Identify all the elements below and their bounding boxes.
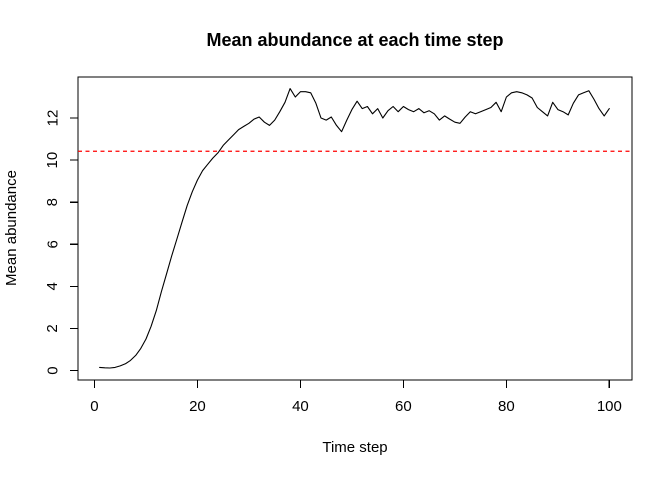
x-tick-label: 0 xyxy=(90,398,98,415)
x-tick-label: 80 xyxy=(498,398,515,415)
y-tick-label: 12 xyxy=(44,110,61,127)
plot-box xyxy=(77,76,633,381)
y-tick-label: 0 xyxy=(44,366,61,374)
x-tick-label: 20 xyxy=(189,398,206,415)
y-tick-label: 4 xyxy=(44,282,61,290)
y-tick-label: 2 xyxy=(44,324,61,332)
chart-title: Mean abundance at each time step xyxy=(206,30,503,50)
y-tick-label: 8 xyxy=(44,198,61,206)
x-tick-label: 100 xyxy=(597,398,622,415)
y-tick-label: 10 xyxy=(44,152,61,169)
y-axis-label: Mean abundance xyxy=(3,170,20,286)
x-tick-label: 60 xyxy=(395,398,412,415)
plot-area: 0 20 40 60 80 100 0 2 4 6 8 10 12 xyxy=(44,76,633,415)
x-axis-label: Time step xyxy=(322,439,387,456)
x-tick-label: 40 xyxy=(292,398,309,415)
y-tick-label: 6 xyxy=(44,240,61,248)
series-line xyxy=(99,88,610,369)
